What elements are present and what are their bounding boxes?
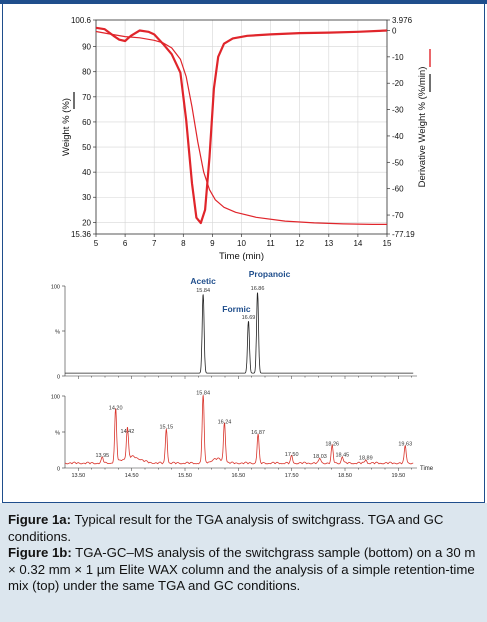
tga-xtick-label-5: 10 xyxy=(237,239,246,248)
tga-xtick-label-1: 6 xyxy=(123,239,128,248)
gc-bottom-peak-label-7: 17.50 xyxy=(285,452,299,458)
gc-bottom-peak-label-8: 18.03 xyxy=(313,454,327,460)
gc-time-axis-label: Time xyxy=(420,466,434,472)
gc-bottom-ytick-label-2: 0 xyxy=(57,467,60,473)
tga-xtick-label-6: 11 xyxy=(266,239,275,248)
gc-bottom-peak-label-5: 16.24 xyxy=(218,419,232,425)
gc-bottom-peak-label-11: 18.89 xyxy=(359,455,373,461)
caption-fig1b-label: Figure 1b: xyxy=(8,545,72,560)
tga-xtick-label-7: 12 xyxy=(295,239,304,248)
tga-xtick-label-0: 5 xyxy=(94,239,99,248)
tga-ytick-label-1: 90 xyxy=(82,43,91,52)
tga-xtick-label-9: 14 xyxy=(353,239,362,248)
gc-top-peak-label-1: 16.69 xyxy=(242,315,256,321)
tga-xtick-label-10: 15 xyxy=(383,239,392,248)
gc-bottom-peak-label-9: 18.26 xyxy=(325,442,339,448)
gc-bottom-peak-label-10: 18.45 xyxy=(335,453,349,459)
gc-bottom-peak-label-0: 13.95 xyxy=(95,453,109,459)
gc-xtick-label-5: 18.50 xyxy=(338,473,352,479)
gc-bottom-peak-label-2: 14.42 xyxy=(121,429,135,435)
gc-bottom-ytick-label-0: 100 xyxy=(51,395,60,401)
tga-xtick-label-8: 13 xyxy=(324,239,333,248)
gc-top-trace xyxy=(65,292,414,374)
gc-bottom-peak-label-4: 15.84 xyxy=(196,391,210,397)
gc-bottom-peak-label-6: 16.87 xyxy=(251,430,265,436)
tga-y2tick-label-9: -77.19 xyxy=(392,230,415,239)
caption-fig1a-label: Figure 1a: xyxy=(8,512,72,527)
gc-bottom-peak-label-12: 19.63 xyxy=(398,442,412,448)
tga-ytick-label-6: 40 xyxy=(82,168,91,177)
tga-x-axis-title: Time (min) xyxy=(219,251,264,262)
gc-xtick-label-0: 13.50 xyxy=(71,473,85,479)
tga-y2tick-label-1: 0 xyxy=(392,26,397,35)
gc-bottom-ytick-label-1: % xyxy=(55,431,60,437)
tga-y2tick-label-5: -40 xyxy=(392,132,404,141)
gc-top-peak-label-2: 16.86 xyxy=(251,286,265,292)
gc-bottom-peak-label-3: 15.15 xyxy=(159,424,173,430)
gc-top-ytick-label-2: 0 xyxy=(57,375,60,381)
gc-xtick-label-3: 16.50 xyxy=(231,473,245,479)
gc-xtick-label-6: 19.50 xyxy=(391,473,405,479)
gc-xtick-label-1: 14.50 xyxy=(125,473,139,479)
tga-ytick-label-7: 30 xyxy=(82,193,91,202)
gc-top-ytick-label-1: % xyxy=(55,330,60,336)
caption-fig1b: Figure 1b: TGA-GC–MS analysis of the swi… xyxy=(8,545,482,595)
caption-fig1a: Figure 1a: Typical result for the TGA an… xyxy=(8,512,482,545)
gc-xtick-label-2: 15.50 xyxy=(178,473,192,479)
tga-ytick-label-4: 60 xyxy=(82,118,91,127)
gc-top-peak-label-0: 15.84 xyxy=(196,288,210,294)
tga-ytick-label-0: 100.6 xyxy=(71,16,92,25)
tga-ytick-label-9: 15.36 xyxy=(71,230,92,239)
gc-bottom-trace xyxy=(64,395,414,465)
gc-bottom-peak-label-1: 14.20 xyxy=(109,406,123,412)
tga-ytick-label-5: 50 xyxy=(82,143,91,152)
tga-y2tick-label-7: -60 xyxy=(392,185,404,194)
tga-y-axis-title: Weight % (%) xyxy=(61,98,72,156)
tga-y2tick-label-2: -10 xyxy=(392,53,404,62)
tga-weight-curve xyxy=(95,30,387,225)
tga-derivative-curve xyxy=(95,26,388,225)
caption-fig1a-text: Typical result for the TGA analysis of s… xyxy=(8,512,444,544)
gc-top-ytick-label-0: 100 xyxy=(51,285,60,291)
top-accent-bar xyxy=(0,0,487,4)
tga-y2-axis-title: Derivative Weight % (%/min) xyxy=(417,67,428,188)
caption-fig1b-text: TGA-GC–MS analysis of the switchgrass sa… xyxy=(8,545,476,593)
figure-caption: Figure 1a: Typical result for the TGA an… xyxy=(0,503,487,622)
tga-ytick-label-2: 80 xyxy=(82,68,91,77)
tga-y2tick-label-4: -30 xyxy=(392,106,404,115)
tga-xtick-label-4: 9 xyxy=(210,239,215,248)
figure-panel: 5 6 7 8 9 10 11 12 13 14 15 100.6 90 80 70 60 50 40 30 20 15… xyxy=(2,4,485,503)
tga-y2tick-label-0: 3.976 xyxy=(392,16,413,25)
gc-annotation-formic: Formic xyxy=(222,304,251,314)
gc-annotation-propanoic: Propanoic xyxy=(249,269,291,279)
tga-ytick-label-3: 70 xyxy=(82,93,91,102)
gc-annotation-acetic: Acetic xyxy=(190,276,216,286)
tga-xtick-label-2: 7 xyxy=(152,239,157,248)
tga-y2tick-label-3: -20 xyxy=(392,79,404,88)
gc-xtick-label-4: 17.50 xyxy=(285,473,299,479)
figure-charts: 5 6 7 8 9 10 11 12 13 14 15 100.6 90 80 70 60 50 40 30 20 15… xyxy=(51,16,434,479)
tga-y2tick-label-8: -70 xyxy=(392,211,404,220)
tga-y2tick-label-6: -50 xyxy=(392,158,404,167)
tga-ytick-label-8: 20 xyxy=(82,218,91,227)
tga-xtick-label-3: 8 xyxy=(181,239,186,248)
